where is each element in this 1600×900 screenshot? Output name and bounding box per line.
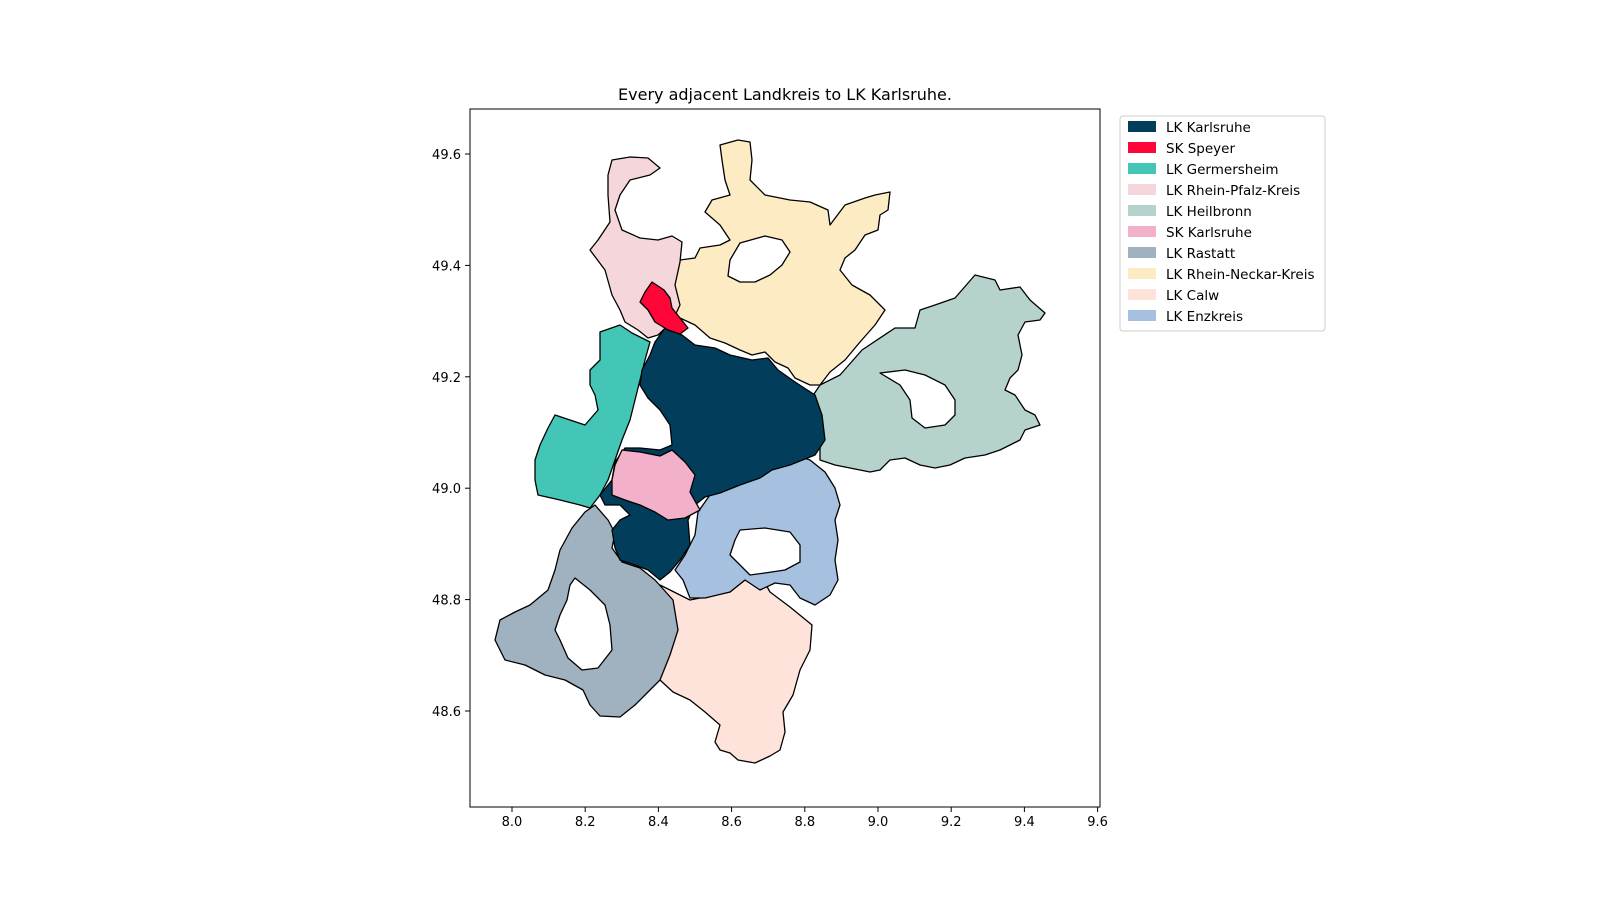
- y-tick-label: 48.6: [432, 705, 461, 720]
- legend-label: LK Germersheim: [1166, 162, 1279, 178]
- y-axis: 49.6 49.4 49.2 49.0 48.8 48.6: [432, 148, 470, 720]
- legend-label: SK Karlsruhe: [1166, 225, 1252, 241]
- legend-label: SK Speyer: [1166, 141, 1235, 157]
- legend-frame: [1119, 115, 1326, 332]
- x-tick-label: 8.6: [721, 815, 742, 830]
- x-tick-label: 9.6: [1087, 815, 1108, 830]
- legend-label: LK Calw: [1166, 288, 1219, 304]
- region-lk-calw[interactable]: [659, 579, 813, 764]
- legend-swatch: [1128, 289, 1156, 300]
- legend-swatch: [1128, 310, 1156, 321]
- legend: LK Karlsruhe SK Speyer LK Germersheim LK Rh…: [1119, 115, 1326, 332]
- legend-swatch: [1128, 184, 1156, 195]
- legend-label: LK Rhein-Pfalz-Kreis: [1166, 183, 1300, 199]
- legend-label: LK Rastatt: [1166, 246, 1235, 262]
- region-lk-rastatt[interactable]: [494, 504, 679, 718]
- legend-swatch: [1128, 226, 1156, 237]
- legend-swatch: [1128, 163, 1156, 174]
- y-tick-label: 48.8: [432, 594, 461, 609]
- x-tick-label: 9.4: [1014, 815, 1035, 830]
- legend-swatch: [1128, 247, 1156, 258]
- y-tick-label: 49.6: [432, 148, 461, 163]
- axes-frame: [469, 108, 1101, 808]
- legend-swatch: [1128, 268, 1156, 279]
- region-lk-heilbronn[interactable]: [809, 274, 1046, 473]
- x-tick-label: 9.2: [941, 815, 962, 830]
- y-tick-label: 49.2: [432, 371, 461, 386]
- legend-label: LK Enzkreis: [1166, 309, 1243, 325]
- y-tick-label: 49.4: [432, 259, 461, 274]
- legend-swatch: [1128, 205, 1156, 216]
- x-tick-label: 8.2: [575, 815, 596, 830]
- legend-swatch: [1128, 142, 1156, 153]
- x-tick-label: 9.0: [868, 815, 889, 830]
- legend-swatch: [1128, 121, 1156, 132]
- legend-label: LK Rhein-Neckar-Kreis: [1166, 267, 1315, 283]
- map-title: Every adjacent Landkreis to LK Karlsruhe…: [618, 85, 952, 104]
- x-axis: 8.0 8.2 8.4 8.6 8.8 9.0 9.2 9.4 9.6: [502, 807, 1108, 830]
- x-tick-label: 8.4: [648, 815, 669, 830]
- y-tick-label: 49.0: [432, 482, 461, 497]
- map-regions: [494, 139, 1046, 764]
- region-lk-rhein-neckar-kreis[interactable]: [664, 139, 891, 386]
- region-sk-karlsruhe[interactable]: [611, 449, 701, 521]
- region-sk-speyer[interactable]: [639, 281, 689, 335]
- x-tick-label: 8.0: [502, 815, 523, 830]
- legend-label: LK Heilbronn: [1166, 204, 1252, 220]
- x-tick-label: 8.8: [794, 815, 815, 830]
- region-lk-karlsruhe[interactable]: [599, 327, 826, 581]
- legend-label: LK Karlsruhe: [1166, 120, 1251, 136]
